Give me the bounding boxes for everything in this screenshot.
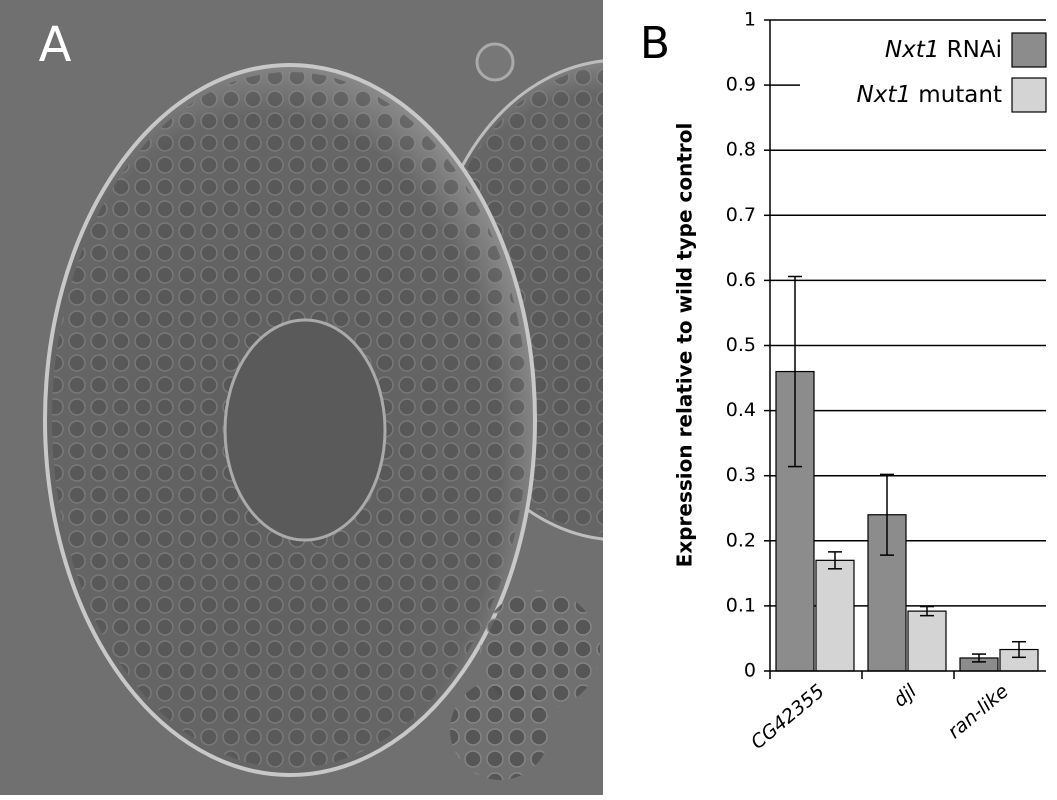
x-tick-label: ran-like bbox=[944, 680, 1013, 743]
legend-label: Nxt1 mutant bbox=[857, 82, 1002, 108]
y-tick-label: 1 bbox=[744, 9, 756, 31]
y-tick-label: 0.5 bbox=[726, 334, 756, 356]
y-tick-label: 0.7 bbox=[726, 204, 756, 226]
y-tick-label: 0.2 bbox=[726, 529, 756, 551]
error-bar bbox=[1012, 640, 1026, 659]
x-tick-label: CG42355 bbox=[747, 680, 829, 754]
error-bar bbox=[788, 275, 802, 468]
y-tick-label: 0.3 bbox=[726, 464, 756, 486]
error-bar bbox=[880, 473, 894, 556]
legend-swatch bbox=[1011, 32, 1047, 68]
error-bar bbox=[920, 605, 934, 617]
legend-box bbox=[800, 25, 1052, 115]
y-tick-label: 0.6 bbox=[726, 269, 756, 291]
y-axis-label: Expression relative to wild type control bbox=[673, 123, 697, 568]
y-tick-label: 0.4 bbox=[726, 399, 756, 421]
y-tick-label: 0.9 bbox=[726, 74, 756, 96]
legend-swatch bbox=[1011, 77, 1047, 113]
error-bar bbox=[972, 653, 986, 663]
x-tick-label: djl bbox=[889, 680, 921, 712]
error-bar bbox=[828, 551, 842, 570]
legend-label: Nxt1 RNAi bbox=[885, 37, 1002, 63]
bar bbox=[907, 610, 947, 672]
panel-label: A bbox=[39, 17, 72, 73]
y-tick-label: 0.8 bbox=[726, 139, 756, 161]
legend: Nxt1 RNAi Nxt1 mutant bbox=[800, 25, 1052, 115]
y-tick-label: 0.1 bbox=[726, 594, 756, 616]
micrograph: A bbox=[0, 0, 603, 795]
bar bbox=[815, 559, 855, 672]
y-tick-label: 0 bbox=[744, 660, 756, 682]
panel-label: B bbox=[640, 18, 670, 69]
